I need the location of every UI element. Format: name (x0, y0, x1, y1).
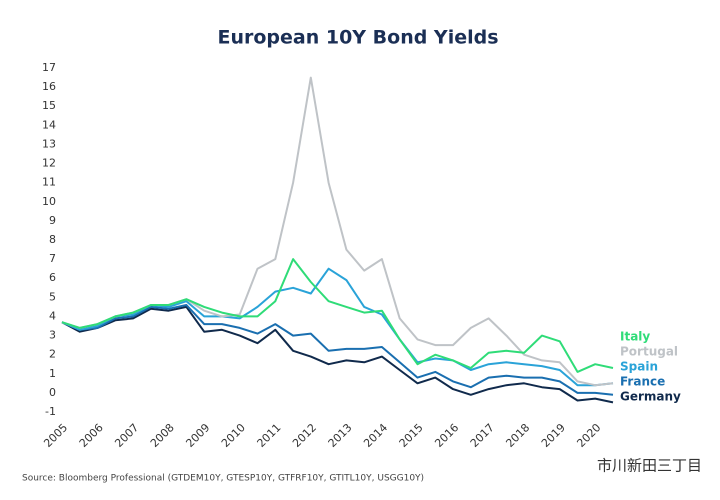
y-tick-label: 9 (49, 214, 56, 227)
x-tick-label: 2020 (574, 421, 603, 450)
y-tick-label: 8 (49, 233, 56, 246)
x-tick-label: 2006 (77, 421, 106, 450)
y-tick-label: 10 (42, 195, 56, 208)
y-tick-label: 2 (49, 348, 56, 361)
y-tick-label: 15 (42, 99, 56, 112)
series-line (61, 304, 614, 396)
legend-label: Germany (620, 390, 681, 404)
x-tick-label: 2012 (290, 421, 319, 450)
y-tick-label: 4 (49, 309, 56, 322)
series-line (61, 267, 614, 387)
legend-label: Spain (620, 360, 658, 374)
y-tick-label: 1 (49, 367, 56, 380)
series-line (61, 305, 614, 404)
source: Source: Bloomberg Professional (GTDEM10Y… (22, 474, 424, 484)
legend-label: France (620, 375, 665, 389)
y-tick-label: 16 (42, 80, 56, 93)
legend-label: Portugal (620, 345, 678, 359)
y-tick-label: 0 (49, 386, 56, 399)
series-line (61, 76, 614, 387)
x-tick-label: 2018 (503, 421, 532, 450)
y-tick-label: 7 (49, 252, 56, 265)
x-tick-label: 2005 (41, 421, 70, 450)
y-tick-label: -1 (45, 405, 56, 418)
y-tick-label: 14 (42, 118, 56, 131)
y-tick-label: 17 (42, 61, 56, 74)
x-tick-label: 2016 (432, 421, 461, 450)
x-tick-label: 2009 (183, 421, 212, 450)
x-tick-label: 2010 (219, 421, 248, 450)
legend-label: Italy (620, 330, 650, 344)
y-tick-label: 13 (42, 137, 56, 150)
watermark: 市川新田三丁目 (597, 457, 702, 475)
x-tick-label: 2014 (361, 421, 390, 450)
x-tick-label: 2011 (255, 421, 284, 450)
x-tick-label: 2008 (148, 421, 177, 450)
x-tick-label: 2007 (112, 421, 141, 450)
x-tick-label: 2017 (468, 421, 497, 450)
y-tick-label: 11 (42, 176, 56, 189)
x-tick-label: 2019 (539, 421, 568, 450)
series-line (61, 258, 614, 373)
y-tick-label: 12 (42, 157, 56, 170)
x-tick-label: 2015 (397, 421, 426, 450)
y-tick-label: 6 (49, 271, 56, 284)
y-tick-label: 3 (49, 329, 56, 342)
x-tick-label: 2013 (326, 421, 355, 450)
chart-title: European 10Y Bond Yields (217, 27, 498, 49)
y-tick-label: 5 (49, 290, 56, 303)
